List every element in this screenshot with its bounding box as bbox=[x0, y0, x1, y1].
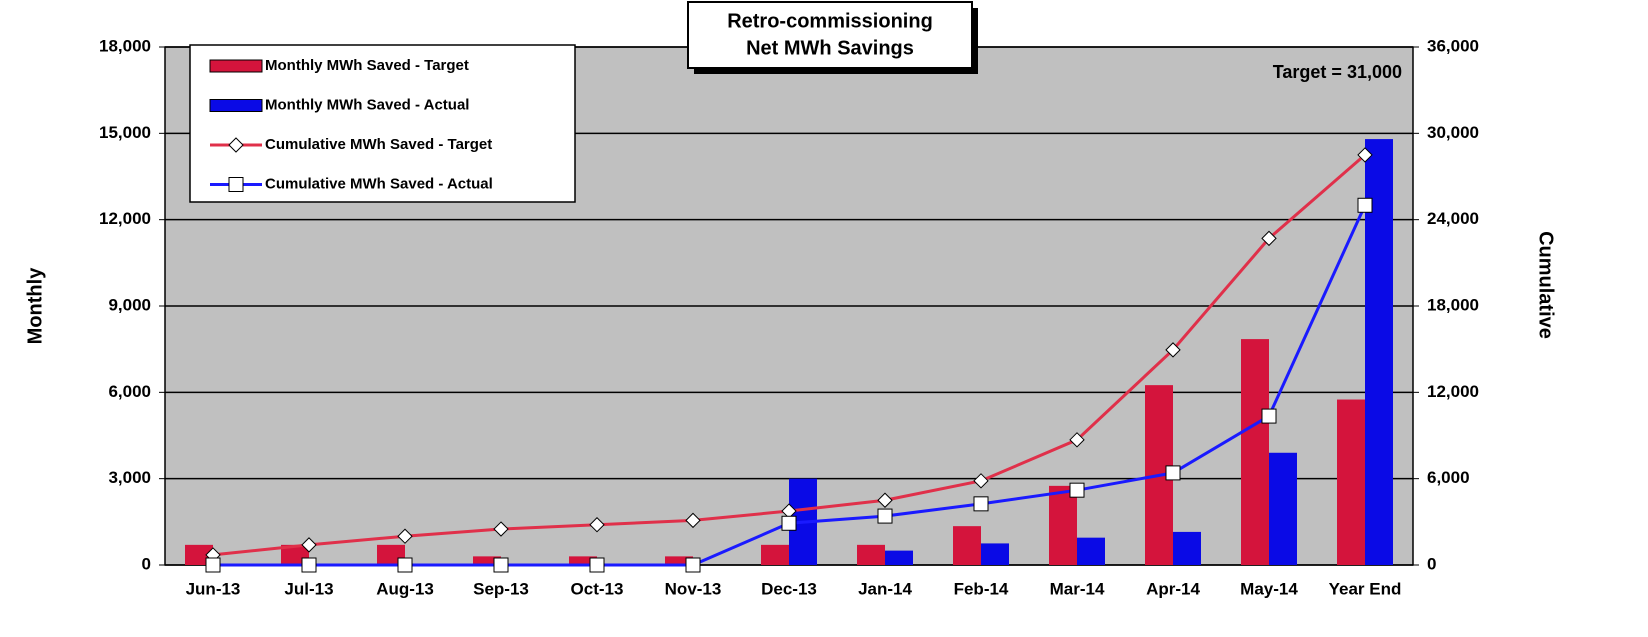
y2-tick-label: 0 bbox=[1427, 554, 1436, 573]
y-tick-label: 6,000 bbox=[108, 382, 151, 401]
marker bbox=[685, 512, 701, 529]
marker bbox=[205, 557, 221, 573]
bar bbox=[1241, 339, 1269, 565]
x-tick-label: Mar-14 bbox=[1050, 579, 1105, 598]
legend-swatch bbox=[209, 99, 263, 112]
bar bbox=[1049, 485, 1077, 565]
bar bbox=[473, 556, 501, 565]
y-tick-label: 15,000 bbox=[99, 123, 151, 142]
marker bbox=[1069, 432, 1085, 448]
marker bbox=[781, 515, 797, 531]
bar bbox=[953, 526, 981, 565]
marker bbox=[397, 528, 413, 544]
marker bbox=[228, 177, 244, 192]
marker bbox=[301, 537, 317, 553]
legend-label: Cumulative MWh Saved - Actual bbox=[265, 175, 493, 192]
y2-tick-label: 30,000 bbox=[1427, 123, 1479, 142]
marker bbox=[493, 521, 509, 537]
marker bbox=[1261, 408, 1277, 424]
legend-swatch bbox=[209, 59, 263, 73]
x-tick-label: Jul-13 bbox=[284, 579, 333, 598]
y2-axis-label: Cumulative bbox=[1535, 231, 1557, 339]
bar bbox=[1173, 531, 1201, 565]
marker bbox=[685, 557, 701, 573]
legend-label: Cumulative MWh Saved - Target bbox=[265, 136, 492, 153]
y-tick-label: 3,000 bbox=[108, 468, 151, 487]
y2-tick-label: 36,000 bbox=[1427, 36, 1479, 55]
marker bbox=[301, 557, 317, 573]
marker bbox=[228, 137, 244, 153]
x-tick-label: May-14 bbox=[1240, 579, 1298, 598]
bar bbox=[761, 544, 789, 565]
x-tick-label: Jan-14 bbox=[858, 579, 912, 598]
bar bbox=[665, 556, 693, 565]
chart-subtitle: Net MWh Savings bbox=[746, 37, 914, 59]
bar bbox=[981, 543, 1009, 565]
y-axis-label: Monthly bbox=[24, 267, 46, 345]
y-tick-label: 9,000 bbox=[108, 295, 151, 314]
marker bbox=[973, 496, 989, 512]
bar bbox=[857, 544, 885, 565]
y-tick-label: 0 bbox=[142, 554, 151, 573]
bar bbox=[1337, 399, 1365, 565]
bar bbox=[885, 550, 913, 565]
chart-title: Retro-commissioning bbox=[727, 10, 933, 32]
y-tick-label: 12,000 bbox=[99, 209, 151, 228]
marker bbox=[973, 473, 989, 489]
y2-tick-label: 12,000 bbox=[1427, 382, 1479, 401]
marker bbox=[397, 557, 413, 573]
y2-tick-label: 18,000 bbox=[1427, 295, 1479, 314]
marker bbox=[589, 517, 605, 533]
annotation: Target = 31,000 bbox=[1273, 62, 1402, 82]
legend-label: Monthly MWh Saved - Actual bbox=[265, 96, 469, 113]
bar bbox=[569, 556, 597, 565]
x-tick-label: Aug-13 bbox=[376, 579, 434, 598]
x-tick-label: Year End bbox=[1329, 579, 1402, 598]
legend-label: Monthly MWh Saved - Target bbox=[265, 57, 469, 74]
x-tick-label: Dec-13 bbox=[761, 579, 817, 598]
x-tick-label: Jun-13 bbox=[186, 579, 241, 598]
y2-tick-label: 6,000 bbox=[1427, 468, 1470, 487]
marker bbox=[1069, 482, 1085, 498]
y2-tick-label: 24,000 bbox=[1427, 209, 1479, 228]
x-tick-label: Sep-13 bbox=[473, 579, 529, 598]
y-tick-label: 18,000 bbox=[99, 36, 151, 55]
bar bbox=[1269, 452, 1297, 565]
x-tick-label: Feb-14 bbox=[954, 579, 1009, 598]
marker bbox=[877, 508, 893, 524]
x-tick-label: Apr-14 bbox=[1146, 579, 1200, 598]
marker bbox=[1261, 230, 1277, 247]
marker bbox=[877, 492, 893, 508]
marker bbox=[1357, 197, 1373, 213]
marker bbox=[493, 557, 509, 573]
x-tick-label: Nov-13 bbox=[665, 579, 722, 598]
x-tick-label: Oct-13 bbox=[571, 579, 624, 598]
bar bbox=[1077, 537, 1105, 565]
marker bbox=[589, 557, 605, 573]
marker bbox=[1357, 147, 1373, 163]
marker bbox=[1165, 342, 1181, 358]
title-box bbox=[687, 1, 973, 69]
legend: Monthly MWh Saved - Target Monthly MWh Sa… bbox=[189, 44, 576, 203]
marker bbox=[1165, 465, 1181, 481]
